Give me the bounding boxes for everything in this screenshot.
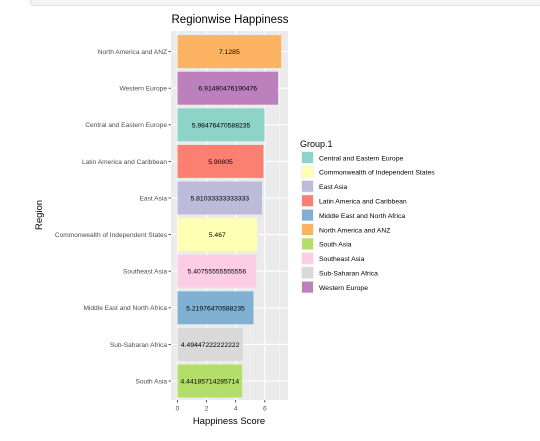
bar — [177, 218, 258, 252]
legend-swatch — [302, 166, 313, 178]
bar — [177, 144, 264, 178]
x-axis-ticks: 0 2 4 6 — [176, 400, 267, 413]
bar-value-label: 5.90805 — [208, 159, 233, 166]
x-tick-label: 4 — [234, 406, 238, 413]
legend-label: Central and Eastern Europe — [319, 155, 403, 162]
legend-swatch — [302, 238, 313, 250]
y-tick-label: East Asia — [140, 195, 168, 202]
bar — [177, 327, 243, 361]
legend-swatch — [302, 209, 313, 221]
bar — [177, 291, 254, 325]
bar — [177, 71, 279, 105]
legend-label: Latin America and Caribbean — [319, 199, 407, 206]
y-tick-label: South Asia — [135, 378, 167, 385]
x-tick-label: 6 — [263, 406, 267, 413]
legend-swatch — [302, 252, 313, 264]
bar-value-label: 4.49447222222222 — [181, 342, 240, 349]
y-tick-label: Sub-Saharan Africa — [110, 342, 168, 349]
bar-value-label: 5.467 — [209, 232, 226, 239]
legend-label: Western Europe — [319, 285, 368, 292]
bar — [177, 254, 257, 288]
legend-swatch — [302, 267, 313, 279]
y-tick-label: Central and Eastern Europe — [85, 122, 167, 129]
bar — [177, 364, 243, 398]
legend-label: Commonwealth of Independent States — [319, 170, 435, 177]
bar-value-label: 5.81033333333333 — [190, 196, 249, 203]
bar-value-label: 4.44185714285714 — [181, 379, 240, 386]
legend-title: Group.1 — [300, 139, 333, 149]
legend-label: South Asia — [319, 242, 352, 249]
y-axis-title: Region — [34, 200, 45, 230]
legend-swatch — [302, 195, 313, 207]
legend: Central and Eastern Europe Commonwealth o… — [301, 151, 435, 294]
legend-swatch — [302, 224, 313, 235]
y-tick-label: Western Europe — [119, 86, 167, 93]
y-tick-label: Latin America and Caribbean — [82, 159, 167, 166]
x-axis-title: Happiness Score — [193, 416, 265, 427]
chart-title: Regionwise Happiness — [172, 14, 289, 26]
y-tick-label: Commonwealth of Independent States — [55, 232, 168, 239]
top-strip — [30, 0, 540, 6]
bar — [177, 35, 282, 69]
y-axis-labels: South Asia Sub-Saharan Africa Middle East … — [55, 49, 171, 385]
legend-swatch — [302, 152, 313, 163]
bars: 4.44185714285714 4.49447222222222 5.219764… — [177, 35, 282, 398]
y-tick-label: North America and ANZ — [98, 49, 167, 56]
bar-value-label: 7.1285 — [219, 49, 240, 56]
legend-label: Southeast Asia — [319, 256, 365, 263]
bar-value-label: 5.21976470588235 — [186, 305, 245, 312]
bar — [177, 108, 265, 142]
bar — [177, 181, 263, 215]
legend-label: North America and ANZ — [319, 227, 390, 234]
legend-label: East Asia — [319, 184, 348, 191]
legend-swatch — [302, 180, 313, 192]
x-tick-label: 0 — [176, 406, 180, 413]
bar-value-label: 5.40755555555556 — [188, 269, 247, 276]
x-tick-label: 2 — [205, 406, 209, 413]
bar-value-label: 5.98476470588235 — [192, 122, 251, 129]
bar-value-label: 6.91490476190476 — [199, 86, 258, 93]
legend-label: Sub-Saharan Africa — [319, 271, 378, 278]
y-tick-label: Middle East and North Africa — [83, 305, 167, 312]
y-tick-label: Southeast Asia — [123, 269, 167, 276]
legend-label: Middle East and North Africa — [319, 213, 405, 220]
legend-swatch — [302, 281, 313, 293]
